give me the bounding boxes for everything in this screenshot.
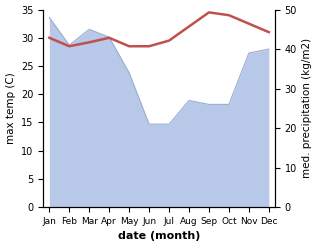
- Y-axis label: max temp (C): max temp (C): [5, 72, 16, 144]
- Y-axis label: med. precipitation (kg/m2): med. precipitation (kg/m2): [302, 38, 313, 178]
- X-axis label: date (month): date (month): [118, 231, 200, 242]
